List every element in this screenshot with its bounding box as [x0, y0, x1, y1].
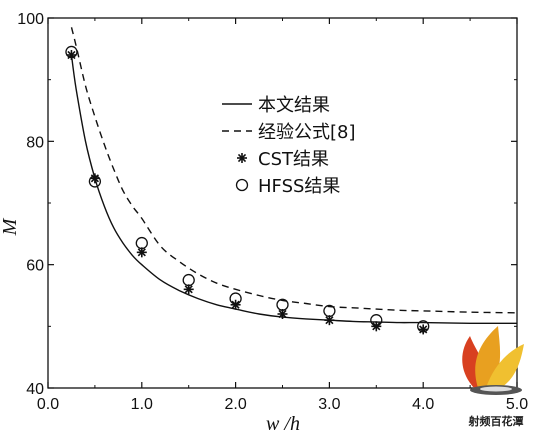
plot-frame [47, 17, 518, 389]
y-tick-label: 100 [17, 11, 44, 28]
y-tick-label: 60 [26, 258, 44, 275]
cst-point [371, 321, 382, 332]
asterisk-stroke [231, 300, 240, 309]
cst-point [418, 324, 429, 335]
x-tick-label: 4.0 [412, 396, 434, 413]
hfss-point [229, 292, 242, 305]
hfss-point [370, 314, 383, 327]
asterisk-stroke [372, 322, 381, 331]
cst-point [66, 50, 77, 60]
legend-swatch-asterisk [237, 153, 247, 163]
logo-flame-right [486, 344, 524, 390]
logo-disc-highlight [480, 386, 512, 392]
x-axis-label: w /h [266, 413, 300, 435]
cst-point [230, 299, 241, 310]
y-tick-label: 40 [26, 381, 44, 398]
hfss-point [88, 175, 102, 188]
x-tick-label: 5.0 [506, 396, 528, 413]
y-axis-label: M [0, 217, 21, 236]
cst-point [89, 173, 100, 184]
watermark-text: 射频百花潭 [468, 414, 524, 428]
hfss-point [276, 298, 289, 311]
legend-label: HFSS结果 [258, 176, 340, 197]
asterisk-stroke [184, 285, 193, 294]
asterisk-stroke [237, 153, 247, 163]
legend-label: 本文结果 [258, 95, 330, 116]
series-line-solid [70, 54, 518, 325]
x-tick-label: 3.0 [318, 396, 340, 413]
legend-label: CST结果 [258, 149, 329, 170]
asterisk-stroke [137, 248, 146, 257]
asterisk-stroke [325, 316, 334, 325]
x-tick-label: 0.0 [37, 396, 59, 413]
asterisk-stroke [278, 309, 287, 319]
axes-layer: 0.0 1.0 2.0 3.0 4.0 5.0 40 60 80 100 [17, 11, 528, 413]
hfss-point [182, 273, 195, 287]
legend-label: 经验公式[8] [258, 122, 356, 143]
series-layer [65, 27, 518, 335]
x-tick-label: 2.0 [224, 396, 246, 413]
hfss-point [323, 304, 336, 318]
hfss-point [417, 320, 430, 333]
hfss-point [65, 45, 78, 59]
hfss-point [135, 236, 148, 250]
watermark-logo: 射频百花潭 [462, 326, 524, 428]
series-line-dashed [70, 27, 518, 314]
y-tick-label: 80 [26, 134, 44, 151]
x-tick-label: 1.0 [131, 396, 153, 413]
legend-swatch-circle [235, 178, 249, 192]
